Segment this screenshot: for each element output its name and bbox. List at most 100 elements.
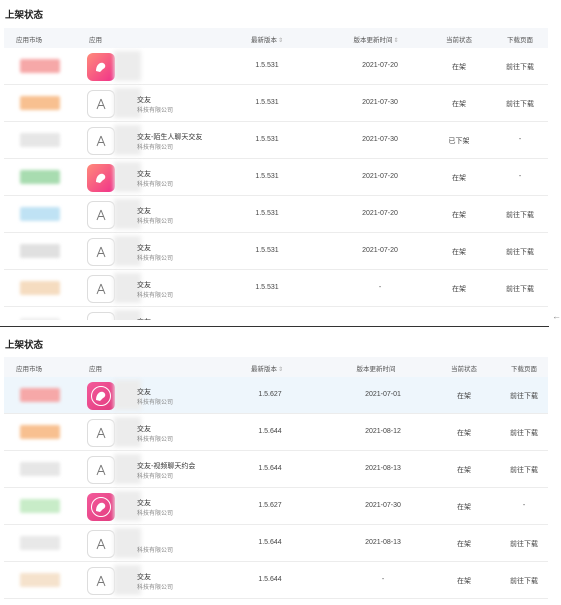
market-logo bbox=[20, 96, 60, 110]
col-market: 应用市场 bbox=[16, 37, 42, 44]
updated-cell: 2021-07-30 bbox=[362, 99, 398, 106]
version-cell: 1.5.531 bbox=[255, 99, 279, 106]
app-name: 交友 bbox=[137, 426, 151, 433]
app-store-icon bbox=[87, 530, 115, 558]
col-market: 应用市场 bbox=[16, 366, 42, 373]
app-name: 交友 bbox=[137, 317, 151, 320]
version-cell: 1.5.644 bbox=[258, 576, 282, 583]
download-link[interactable]: 前往下载 bbox=[506, 64, 534, 71]
company-name: 科技有限公司 bbox=[137, 219, 174, 225]
updated-cell: 2021-08-13 bbox=[365, 539, 401, 546]
col-download: 下载页面 bbox=[511, 366, 537, 373]
redacted-area bbox=[114, 125, 141, 155]
version-cell: 1.5.531 bbox=[255, 62, 279, 69]
sort-icon[interactable]: ⇕ bbox=[393, 38, 399, 44]
redacted-area bbox=[114, 51, 141, 81]
section-title: 上架状态 bbox=[5, 340, 44, 351]
table-header: 应用市场 应用 最新版本⇕ 版本更新时间 当前状态 下载页面 bbox=[4, 357, 548, 377]
app-logo-icon bbox=[87, 382, 115, 410]
status-cell: 在架 bbox=[457, 541, 471, 548]
updated-cell: 2021-07-20 bbox=[362, 173, 398, 180]
redacted-area bbox=[114, 454, 141, 484]
col-version[interactable]: 最新版本⇕ bbox=[250, 366, 284, 373]
updated-cell: 2021-07-20 bbox=[362, 247, 398, 254]
updated-cell: 2021-08-12 bbox=[365, 428, 401, 435]
market-logo bbox=[20, 462, 60, 476]
download-link[interactable]: 前往下载 bbox=[506, 101, 534, 108]
status-cell: 在架 bbox=[457, 430, 471, 437]
table-body: 1.5.531 2021-07-20 在架 前往下载 交友 科技有限公司 1.5.531 20… bbox=[4, 48, 548, 320]
redacted-area bbox=[114, 380, 141, 410]
company-name: 科技有限公司 bbox=[137, 182, 174, 188]
redacted-area bbox=[114, 565, 141, 595]
app-store-icon bbox=[87, 90, 115, 118]
app-name: 交友 bbox=[137, 389, 151, 396]
download-link[interactable]: 前往下载 bbox=[510, 430, 538, 437]
market-logo bbox=[20, 59, 60, 73]
sort-icon[interactable]: ⇕ bbox=[277, 38, 284, 44]
company-name: 科技有限公司 bbox=[137, 474, 174, 480]
version-cell: 1.5.644 bbox=[258, 465, 282, 472]
section-title: 上架状态 bbox=[5, 10, 44, 21]
version-cell: 1.5.627 bbox=[258, 502, 282, 509]
status-cell: 在架 bbox=[452, 64, 466, 71]
updated-cell: - bbox=[381, 576, 385, 583]
app-store-icon bbox=[87, 201, 115, 229]
sort-icon[interactable]: ⇕ bbox=[277, 367, 284, 373]
download-link[interactable]: 前往下载 bbox=[510, 578, 538, 585]
status-cell: 已下架 bbox=[448, 138, 470, 145]
updated-cell: 2021-07-30 bbox=[362, 136, 398, 143]
app-store-icon bbox=[87, 419, 115, 447]
company-name: 科技有限公司 bbox=[137, 256, 174, 262]
download-link[interactable]: 前往下载 bbox=[510, 393, 538, 400]
status-cell: 在架 bbox=[452, 175, 466, 182]
redacted-area bbox=[114, 236, 141, 266]
table-row: 交友 科技有限公司 1.5.531 2021-07-30 在架 前往下载 bbox=[4, 85, 548, 122]
app-logo-icon bbox=[87, 53, 115, 81]
company-name: 科技有限公司 bbox=[137, 145, 174, 151]
app-store-icon bbox=[87, 567, 115, 595]
market-logo bbox=[20, 170, 60, 184]
status-cell: 在架 bbox=[457, 393, 471, 400]
redacted-area bbox=[114, 273, 141, 303]
company-name: 科技有限公司 bbox=[137, 585, 174, 591]
redacted-area bbox=[114, 162, 141, 192]
download-link[interactable]: 前往下载 bbox=[510, 467, 538, 474]
market-logo bbox=[20, 244, 60, 258]
app-logo-icon bbox=[87, 493, 115, 521]
app-name: 交友-视频聊天约会 bbox=[137, 463, 196, 470]
updated-cell: 2021-07-20 bbox=[362, 62, 398, 69]
status-cell: 在架 bbox=[452, 212, 466, 219]
arrow-left-icon: ← bbox=[552, 311, 561, 321]
market-logo bbox=[20, 318, 60, 320]
version-cell: 1.5.531 bbox=[255, 284, 279, 291]
col-updated[interactable]: 版本更新时间⇕ bbox=[353, 37, 399, 44]
table-body: 交友 科技有限公司 1.5.627 2021-07-01 在架 前往下载 交友 科技有限公司 1… bbox=[4, 377, 548, 599]
status-panel-1: 上架状态 应用市场 应用 最新版本⇕ 版本更新时间⇕ 当前状态 下载页面 1.5… bbox=[4, 10, 548, 320]
version-cell: 1.5.644 bbox=[258, 539, 282, 546]
version-cell: 1.5.531 bbox=[255, 210, 279, 217]
col-status: 当前状态 bbox=[446, 37, 472, 44]
download-link[interactable]: 前往下载 bbox=[510, 541, 538, 548]
updated-cell: 2021-07-01 bbox=[365, 391, 401, 398]
app-logo-icon bbox=[87, 164, 115, 192]
table-row: 1.5.531 2021-07-20 在架 前往下载 bbox=[4, 48, 548, 85]
download-link[interactable]: 前往下载 bbox=[506, 286, 534, 293]
table-row: 交友 科技有限公司 1.5.627 2021-07-01 在架 前往下载 bbox=[4, 377, 548, 414]
col-version[interactable]: 最新版本⇕ bbox=[250, 37, 284, 44]
app-name: 交友 bbox=[137, 500, 151, 507]
download-link[interactable]: 前往下载 bbox=[506, 249, 534, 256]
company-name: 科技有限公司 bbox=[137, 511, 174, 517]
updated-cell: 2021-07-30 bbox=[365, 502, 401, 509]
table-row: 交友 科技有限公司 1.5.531 2021-07-20 在架 前往下载 bbox=[4, 196, 548, 233]
table-row: 交友 科技有限公司 1.5.531 2021-07-20 在架 前往下载 bbox=[4, 233, 548, 270]
version-cell: 1.5.531 bbox=[255, 136, 279, 143]
status-panel-2: 上架状态 应用市场 应用 最新版本⇕ 版本更新时间 当前状态 下载页面 交友科技… bbox=[0, 326, 549, 605]
download-link: - bbox=[518, 173, 522, 180]
company-name: 科技有限公司 bbox=[137, 437, 174, 443]
col-status: 当前状态 bbox=[451, 366, 477, 373]
app-store-icon bbox=[87, 127, 115, 155]
company-name: 科技有限公司 bbox=[137, 400, 174, 406]
table-row: 交友 科技有限公司 1.5.644 2021-08-12 在架 前往下载 bbox=[4, 414, 548, 451]
download-link[interactable]: 前往下载 bbox=[506, 212, 534, 219]
